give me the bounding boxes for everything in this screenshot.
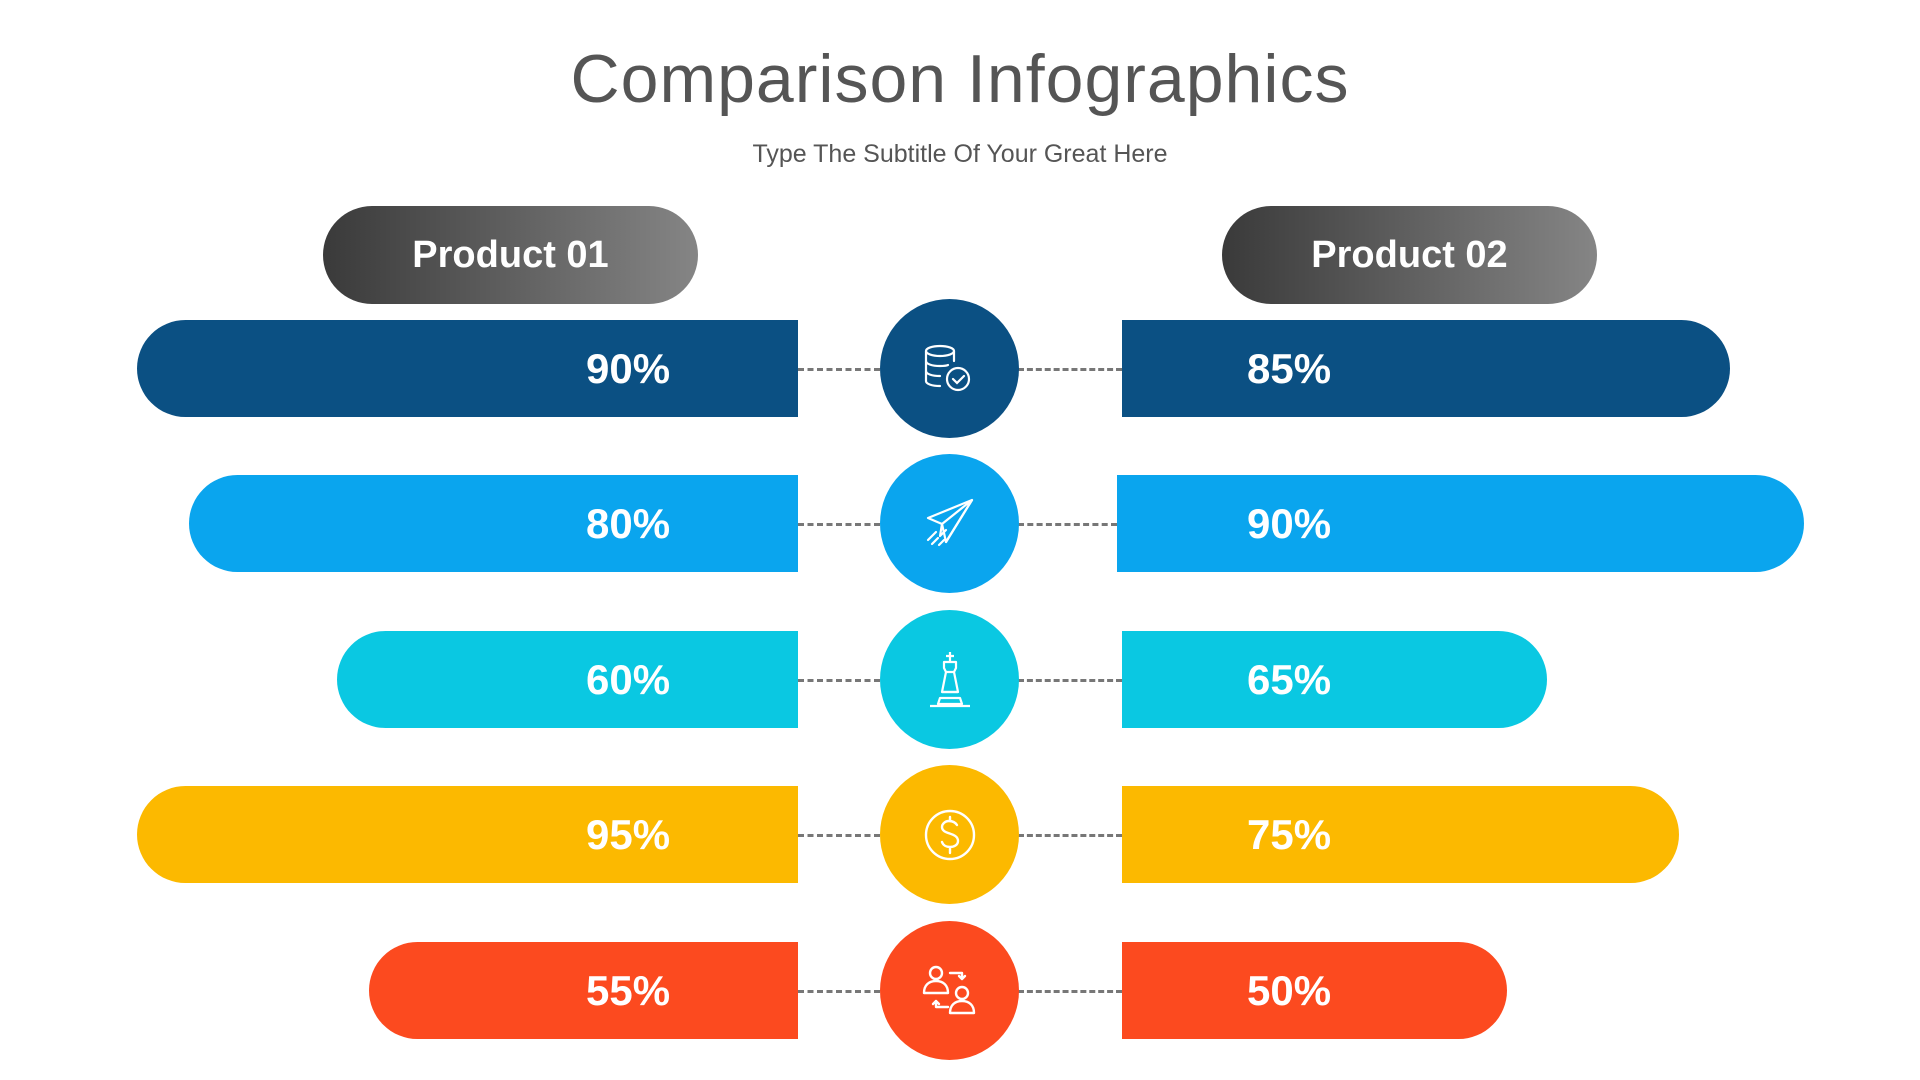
- product-02-value: 75%: [1247, 810, 1332, 858]
- category-circle: [880, 610, 1019, 749]
- product-02-value: 90%: [1247, 499, 1332, 547]
- category-circle: [880, 765, 1019, 904]
- connector-line: [798, 990, 880, 993]
- product-02-bar: 90%: [1117, 475, 1804, 572]
- category-circle: [880, 299, 1019, 438]
- connector-line: [798, 834, 880, 837]
- product-02-header: Product 02: [1222, 206, 1597, 304]
- chess-king-icon: [929, 651, 970, 707]
- connector-line: [1018, 679, 1122, 682]
- connector-line: [1018, 990, 1122, 993]
- product-02-bar: 85%: [1122, 320, 1730, 417]
- product-01-value: 55%: [586, 966, 671, 1014]
- product-02-value: 65%: [1247, 655, 1332, 703]
- connector-line: [798, 523, 880, 526]
- connector-line: [798, 679, 880, 682]
- paper-plane-icon: [926, 498, 973, 546]
- database-check-icon: [924, 344, 970, 391]
- product-01-bar: 80%: [189, 475, 798, 572]
- category-circle: [880, 454, 1019, 593]
- connector-line: [1018, 523, 1117, 526]
- product-01-header: Product 01: [323, 206, 698, 304]
- connector-line: [1018, 368, 1122, 371]
- product-02-bar: 50%: [1122, 942, 1507, 1039]
- product-01-value: 60%: [586, 655, 671, 703]
- product-02-value: 85%: [1247, 344, 1332, 392]
- product-01-bar: 60%: [337, 631, 798, 728]
- product-01-bar: 90%: [137, 320, 798, 417]
- connector-line: [798, 368, 880, 371]
- product-01-value: 80%: [586, 499, 671, 547]
- product-02-value: 50%: [1247, 966, 1332, 1014]
- dollar-coin-icon: [924, 809, 975, 860]
- user-exchange-icon: [922, 965, 975, 1014]
- product-01-value: 95%: [586, 810, 671, 858]
- connector-line: [1018, 834, 1122, 837]
- product-02-bar: 75%: [1122, 786, 1679, 883]
- product-01-bar: 95%: [137, 786, 798, 883]
- page-title: Comparison Infographics: [570, 41, 1350, 117]
- page-subtitle: Type The Subtitle Of Your Great Here: [752, 140, 1168, 168]
- category-circle: [880, 921, 1019, 1060]
- product-02-bar: 65%: [1122, 631, 1547, 728]
- product-01-value: 90%: [586, 344, 671, 392]
- product-01-bar: 55%: [369, 942, 798, 1039]
